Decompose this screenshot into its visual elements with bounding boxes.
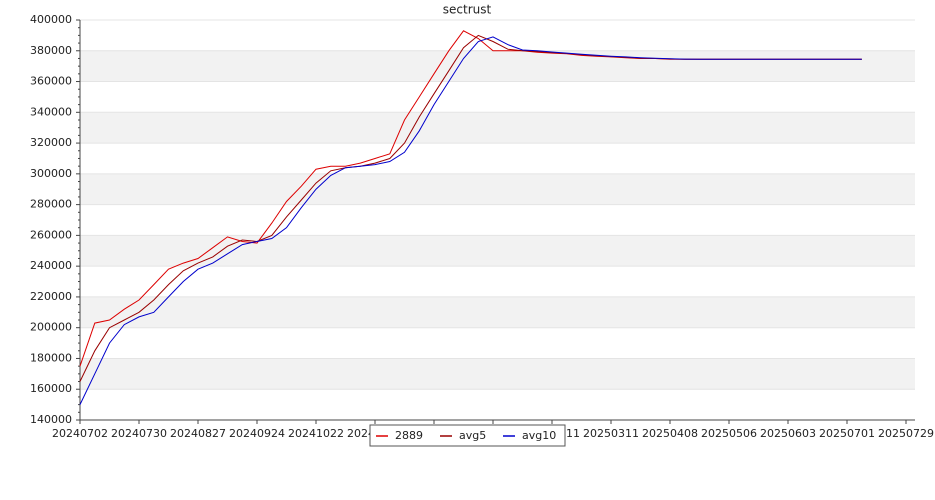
y-tick-label: 200000 bbox=[30, 321, 72, 334]
y-tick-label: 160000 bbox=[30, 382, 72, 395]
grid-band bbox=[80, 112, 915, 144]
y-tick-label: 360000 bbox=[30, 75, 72, 88]
x-tick-label: 20250311 bbox=[583, 427, 639, 440]
x-tick-label: 20250408 bbox=[642, 427, 698, 440]
grid-band bbox=[80, 358, 915, 390]
grid-band bbox=[80, 296, 915, 328]
grid-band bbox=[80, 235, 915, 267]
legend-label: 2889 bbox=[395, 429, 423, 442]
y-tick-label: 220000 bbox=[30, 290, 72, 303]
y-tick-label: 400000 bbox=[30, 13, 72, 26]
x-tick-label: 20250701 bbox=[819, 427, 875, 440]
y-tick-label: 380000 bbox=[30, 44, 72, 57]
y-tick-label: 180000 bbox=[30, 351, 72, 364]
chart-title: sectrust bbox=[443, 3, 492, 17]
legend-label: avg10 bbox=[522, 429, 556, 442]
x-tick-label: 20250729 bbox=[878, 427, 934, 440]
x-tick-label: 20241022 bbox=[288, 427, 344, 440]
y-tick-label: 280000 bbox=[30, 198, 72, 211]
x-tick-label: 20240730 bbox=[111, 427, 167, 440]
series-line bbox=[79, 36, 862, 405]
legend-label: avg5 bbox=[459, 429, 486, 442]
y-tick-label: 300000 bbox=[30, 167, 72, 180]
legend-box bbox=[369, 424, 566, 447]
grid-band bbox=[80, 50, 915, 82]
x-tick-label: 20250603 bbox=[760, 427, 816, 440]
series-line bbox=[79, 34, 862, 382]
legend: 2889 avg5 avg10 bbox=[369, 424, 566, 447]
x-tick-label: 20240702 bbox=[52, 427, 108, 440]
grid-band bbox=[80, 173, 915, 205]
y-tick-label: 140000 bbox=[30, 413, 72, 426]
y-tick-label: 260000 bbox=[30, 228, 72, 241]
x-tick-label: 20240924 bbox=[229, 427, 285, 440]
y-tick-label: 320000 bbox=[30, 136, 72, 149]
y-tick-label: 340000 bbox=[30, 105, 72, 118]
x-tick-label: 20250506 bbox=[701, 427, 757, 440]
y-tick-label: 240000 bbox=[30, 259, 72, 272]
x-tick-label: 20240827 bbox=[170, 427, 226, 440]
